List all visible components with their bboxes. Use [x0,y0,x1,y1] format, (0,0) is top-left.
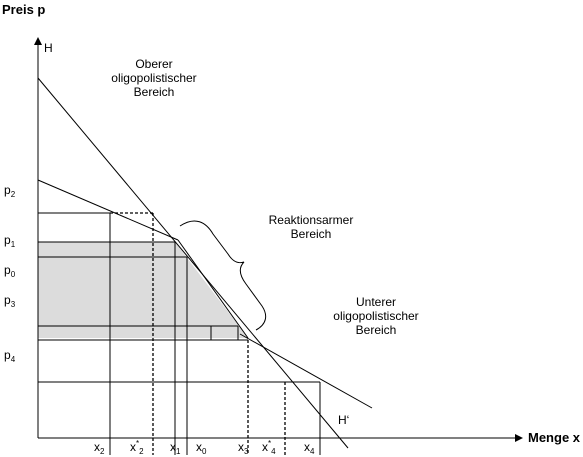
curve-h [37,77,349,449]
curve-label: H [44,41,53,55]
price-label: p3 [4,293,16,309]
label-sub: 0 [202,447,207,456]
label-base: p [4,348,11,362]
label-base: x [170,440,176,454]
price-label: p4 [4,348,16,364]
label-sub: 1 [11,240,16,249]
label-sub: 0 [11,270,16,279]
label-sub: 2 [139,447,144,456]
quantity-label: x0 [196,440,207,456]
quantity-label: x4 [304,440,315,456]
brace [179,220,267,331]
region-label: Oberer [135,57,172,71]
label-sub: 3 [11,300,16,309]
label-base: x [196,440,202,454]
label-base: x [94,440,100,454]
y-axis-title: Preis p [2,2,45,17]
label-sub: 1 [176,447,181,456]
label-base: p [4,183,11,197]
label-sub: 4 [11,355,16,364]
region-label: Reaktionsarmer [269,213,354,227]
quantity-label: x3 [238,440,249,456]
region-label: Bereich [291,227,332,241]
quantity-label: x*2 [130,439,144,456]
label-base: x [262,440,268,454]
label-sub: 4 [310,447,315,456]
label-base: p [4,263,11,277]
region-label: oligopolistischer [111,71,196,85]
region-label: Unterer [356,295,396,309]
label-sub: 3 [244,447,249,456]
price-labels: p2 p1 p0 p3 p4 [4,183,16,364]
quantity-label: x1 [170,440,181,456]
curve-label: H‘ [338,413,349,427]
quantity-label: x2 [94,440,105,456]
label-base: x [304,440,310,454]
label-sub: 4 [271,447,276,456]
label-sup: * [268,439,271,448]
price-label: p0 [4,263,16,279]
label-base: x [130,440,136,454]
quantity-labels: x2 x*2 x1 x0 x3 x*4 x4 [94,439,315,456]
quantity-label: x*4 [262,439,276,456]
label-sub: 2 [100,447,105,456]
curve-middle [177,239,249,339]
curve-upper-flat [37,179,179,241]
grey-region [38,242,248,338]
region-label: oligopolistischer [333,309,418,323]
price-label: p2 [4,183,16,199]
curve-h-prime [239,333,373,409]
label-base: x [238,440,244,454]
label-base: p [4,233,11,247]
region-label: Bereich [356,323,397,337]
label-sup: * [136,439,139,448]
x-axis-title: Menge x [528,430,581,445]
region-label: Bereich [134,85,175,99]
label-base: p [4,293,11,307]
price-label: p1 [4,233,16,249]
label-sub: 2 [11,190,16,199]
